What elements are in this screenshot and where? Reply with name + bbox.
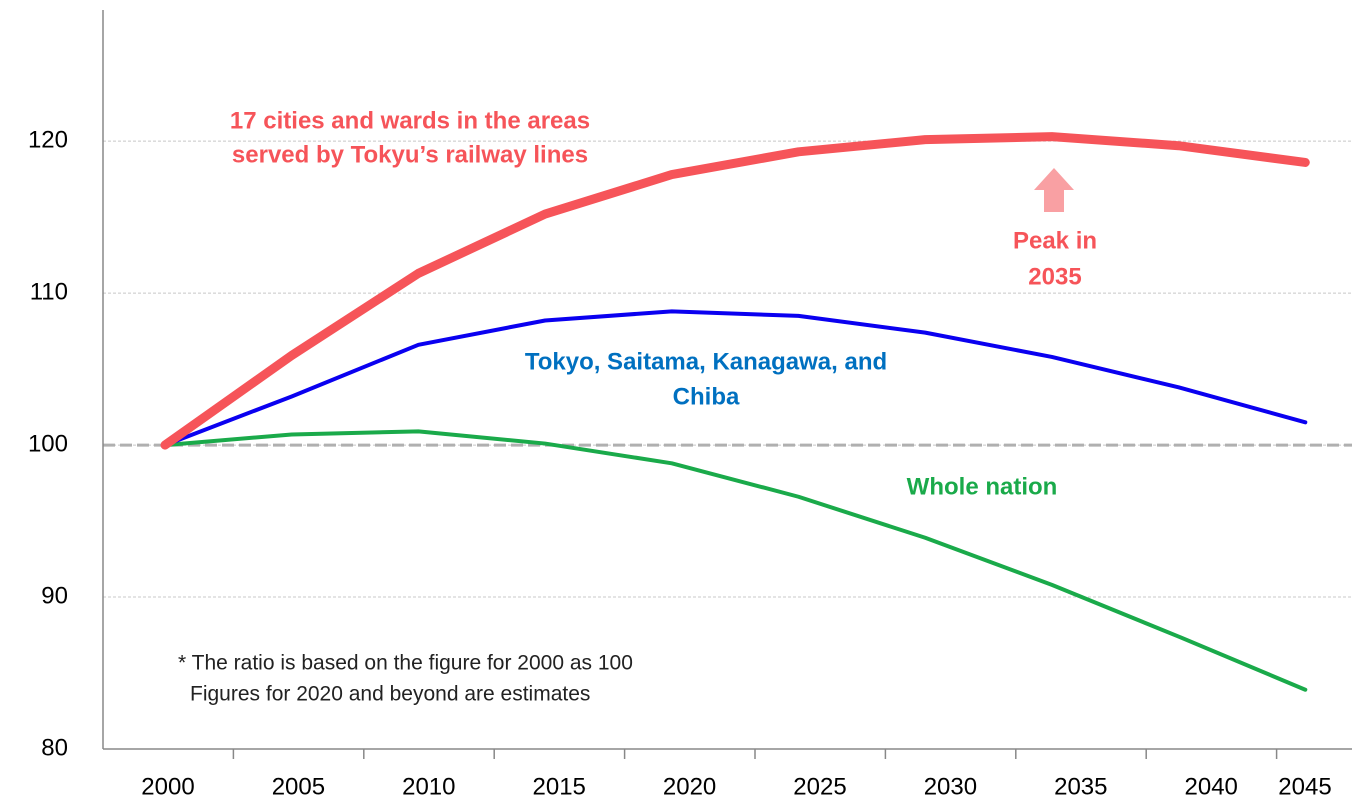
- annotation: 2035: [1028, 263, 1081, 290]
- peak-arrow: [1034, 168, 1074, 212]
- series-label: Whole nation: [907, 473, 1058, 500]
- y-tick-label: 120: [28, 127, 68, 154]
- x-tick-label: 2020: [663, 773, 716, 800]
- footnote: Figures for 2020 and beyond are estimate…: [190, 683, 590, 706]
- series-label: Tokyo, Saitama, Kanagawa, and: [525, 348, 887, 375]
- series-line: [163, 309, 1308, 448]
- annotation: Peak in: [1013, 227, 1097, 254]
- x-tick-label: 2030: [924, 773, 977, 800]
- y-tick-label: 100: [28, 430, 68, 457]
- series-label: 17 cities and wards in the areas: [230, 107, 590, 134]
- series-line: [160, 132, 1310, 450]
- x-tick-label: 2005: [272, 773, 325, 800]
- x-tick-label: 2035: [1054, 773, 1107, 800]
- x-tick-label: 2000: [141, 773, 194, 800]
- y-tick-label: 90: [41, 582, 68, 609]
- footnote: * The ratio is based on the figure for 2…: [178, 652, 633, 675]
- y-tick-label: 110: [30, 278, 68, 305]
- x-tick-label: 2025: [793, 773, 846, 800]
- x-tick-label: 2040: [1185, 773, 1238, 800]
- series-label: Chiba: [673, 383, 740, 410]
- series-label: served by Tokyu’s railway lines: [232, 141, 588, 168]
- x-tick-label: 2010: [402, 773, 455, 800]
- x-tick-label: 2015: [533, 773, 586, 800]
- x-tick-label: 2045: [1278, 773, 1331, 800]
- series-line: [163, 429, 1308, 692]
- y-tick-label: 80: [41, 734, 68, 761]
